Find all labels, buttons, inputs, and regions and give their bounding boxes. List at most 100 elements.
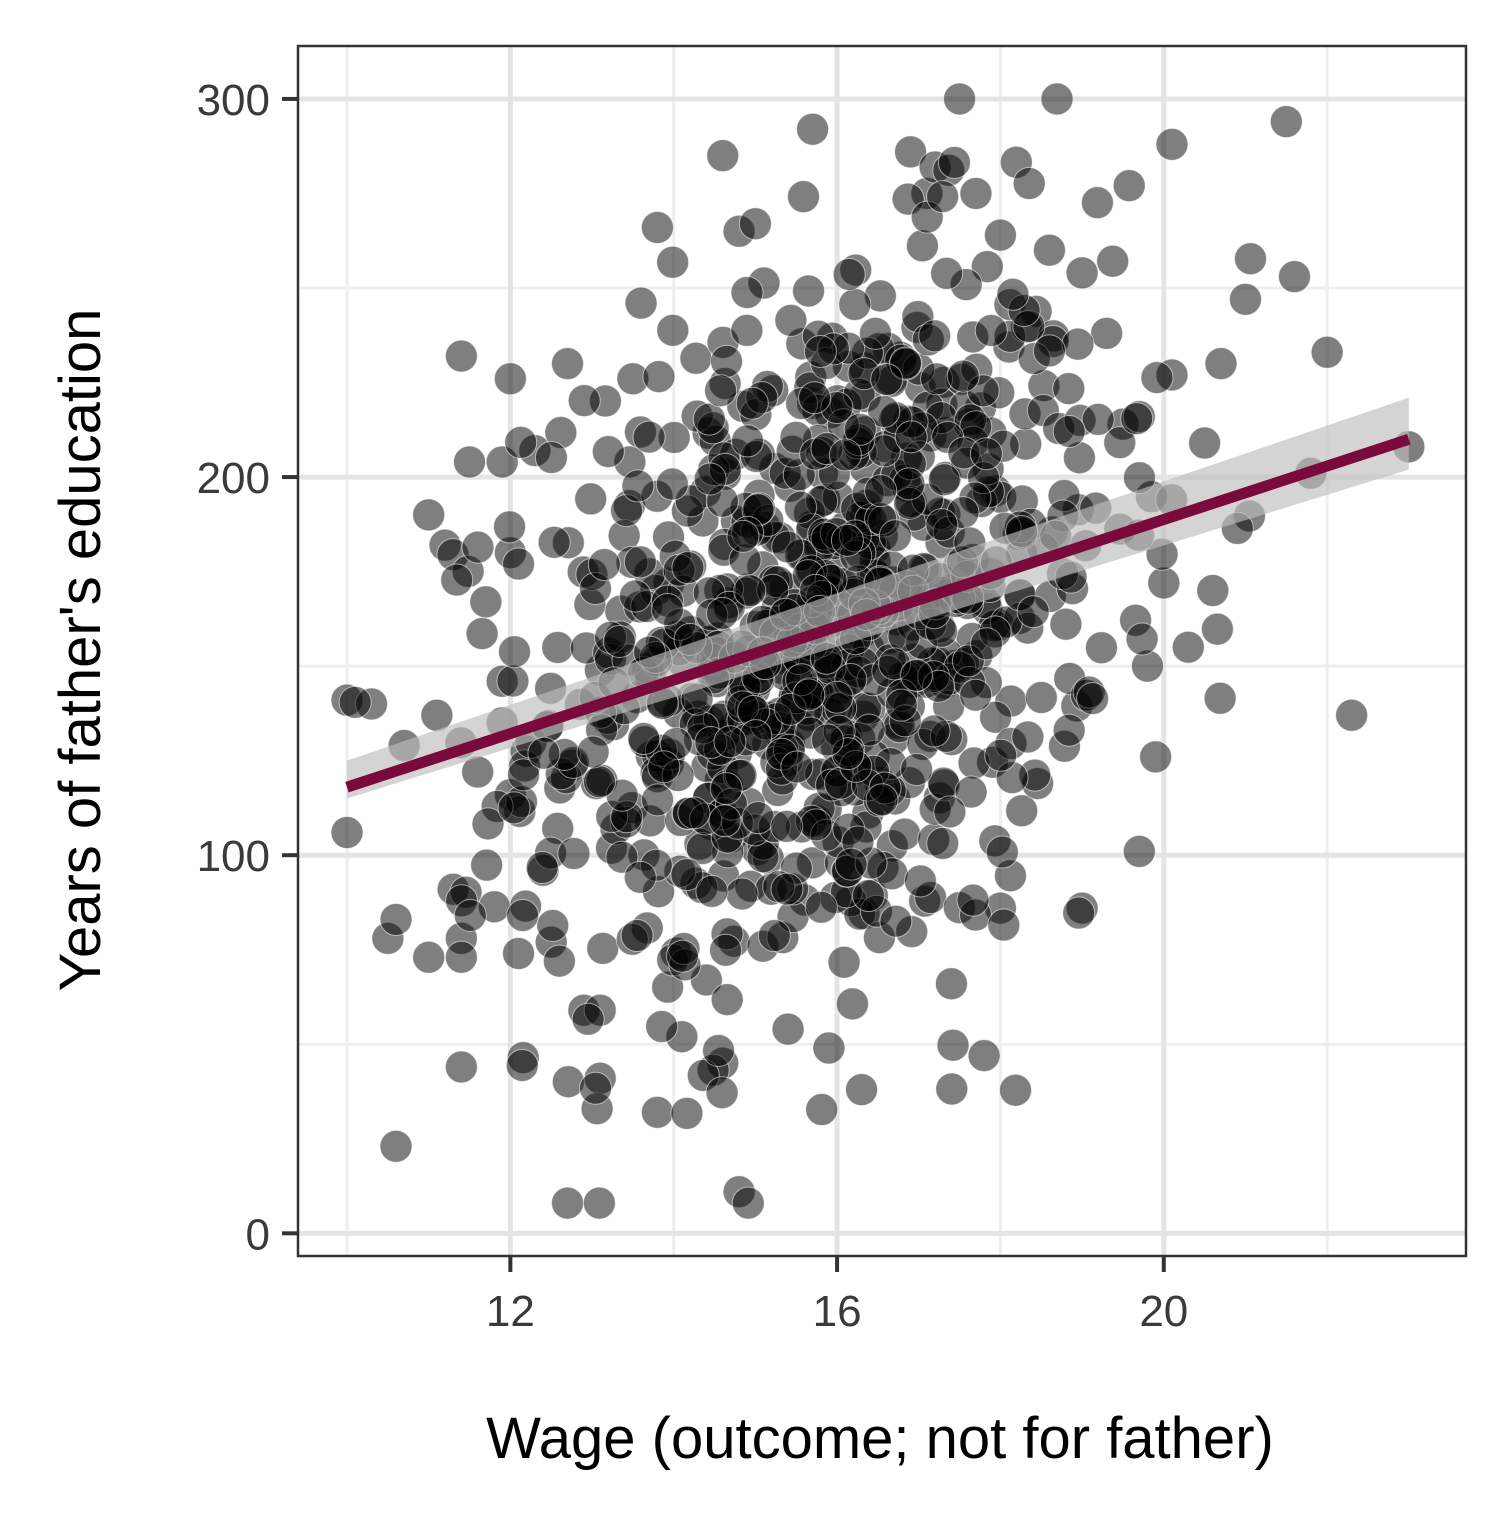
scatter-point [864,474,898,508]
scatter-point [1065,256,1099,290]
scatter-point [704,374,738,408]
trend-line [345,434,1411,793]
scatter-point [702,1033,736,1067]
scatter-point [534,441,568,475]
scatter-point [497,791,531,825]
scatter-point [576,735,610,769]
x-tick-label: 12 [486,1287,535,1336]
scatter-point [838,287,872,321]
scatter-point [888,817,922,851]
scatter-point [444,339,478,373]
scatter-point [1155,127,1189,161]
scatter-point [1125,622,1159,656]
scatter-point [493,362,527,396]
scatter-point [1204,347,1238,381]
scatter-point [527,736,561,770]
scatter-point [979,700,1013,734]
scatter-point [805,1093,839,1127]
scatter-point [905,229,939,263]
scatter-point [708,804,742,838]
y-tick-label: 300 [197,76,270,125]
scatter-point [731,1186,765,1220]
scatter-point [1032,334,1066,368]
scatter-point [884,688,918,722]
scatter-point [542,944,576,978]
scatter-point [832,257,866,291]
scatter-point [1076,682,1110,716]
scatter-point [1011,720,1045,754]
scatter-point [640,1095,674,1129]
scatter-point [946,359,980,393]
scatter-point [506,898,540,932]
scatter-point [903,864,937,898]
scatter-point [959,176,993,210]
scatter-point [709,772,743,806]
scatter-point [934,967,968,1001]
scatter-point [379,1129,413,1163]
y-axis: 0 100 200 300 [197,76,298,1259]
scatter-point [470,848,504,882]
scatter-point [453,898,487,932]
scatter-point [799,808,833,842]
scatter-point [917,714,951,748]
scatter-point [469,585,503,619]
scatter-point [1122,834,1156,868]
scatter-point [705,596,739,630]
scatter-point [771,530,805,564]
scatter-point [770,872,804,906]
scatter-point [731,424,765,458]
y-tick-label: 200 [197,454,270,503]
scatter-point [670,858,704,892]
scatter-point [933,795,967,829]
y-tick-label: 100 [197,832,270,881]
scatter-point [645,1010,679,1044]
scatter-point [770,809,804,843]
scatter-point [1139,740,1173,774]
scatter-point [796,112,830,146]
scatter-point [930,256,964,290]
scatter-point [894,420,928,454]
scatter-point [1061,327,1095,361]
scatter-point [858,316,892,350]
scatter-point [379,902,413,936]
scatter-point [567,384,601,418]
scatter-point [679,341,713,375]
scatter-point [894,135,928,169]
scatter-point [579,1071,613,1105]
scatter-point [1005,794,1039,828]
scatter-point [1233,242,1267,276]
scatter-point [496,664,530,698]
scatter-point [967,1039,1001,1073]
scatter-point [582,1186,616,1220]
scatter-point [551,1186,585,1220]
scatter-point [670,1096,704,1130]
scatter-point [878,519,912,553]
scatter-point [1084,631,1118,665]
scatter-point [1049,607,1083,641]
scatter-point [1062,896,1096,930]
scatter-point [969,627,1003,661]
scatter-point [618,579,652,613]
scatter-point [735,386,769,420]
scatter-point [693,462,727,496]
scatter-point [733,574,767,608]
scatter-point [655,467,689,501]
scatter-point [551,1065,585,1099]
scatter-point [710,344,744,378]
scatter-point [692,402,726,436]
scatter-point [497,635,531,669]
scatter-point [677,796,711,830]
scatter-point [505,1048,539,1082]
scatter-point [774,303,808,337]
scatter-point [656,313,690,347]
scatter-point [641,783,675,817]
scatter-point [647,750,681,784]
scatter-point [954,775,988,809]
scatter-point [792,678,826,712]
scatter-point [338,685,372,719]
scatter-point [918,319,952,353]
scatter-point [843,412,877,446]
scatter-point [925,508,959,542]
scatter-point [820,680,854,714]
scatter-point [810,723,844,757]
